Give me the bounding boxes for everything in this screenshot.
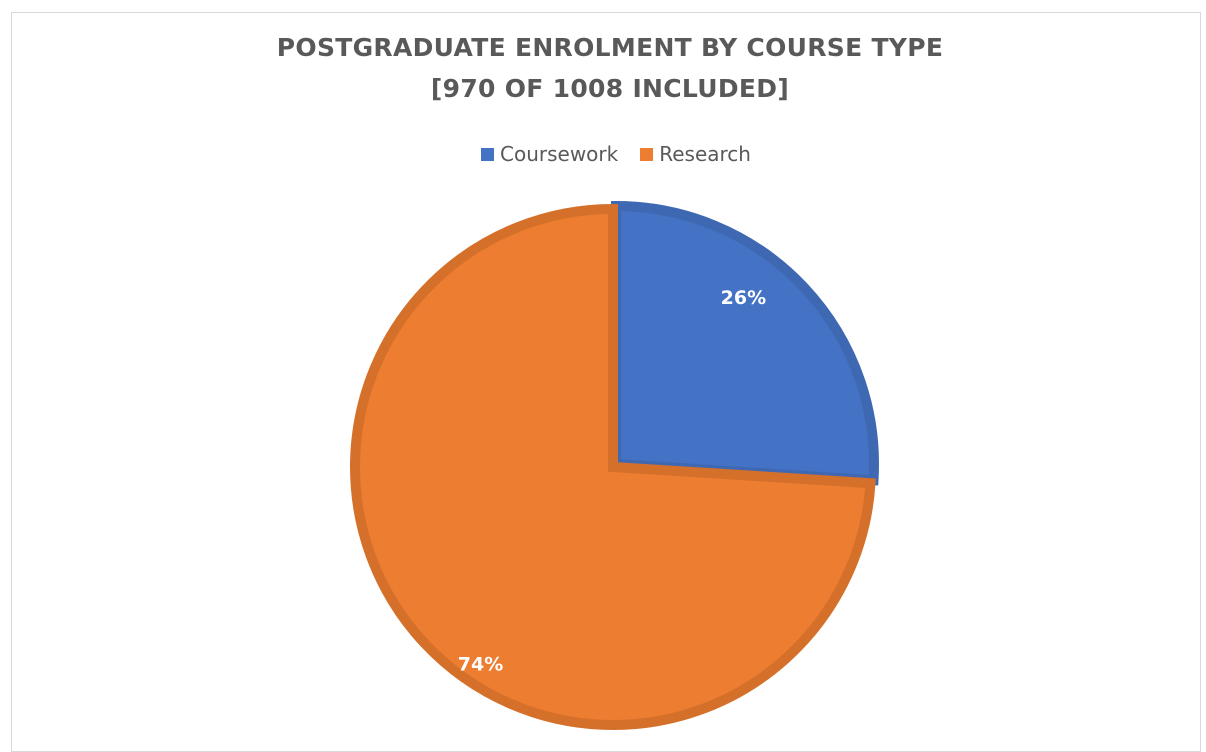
- chart-title-line-1: POSTGRADUATE ENROLMENT BY COURSE TYPE: [276, 33, 944, 62]
- pie-slice-coursework: [611, 200, 879, 486]
- chart-legend: Coursework Research: [0, 142, 1206, 166]
- data-label-research: 74%: [458, 653, 503, 675]
- pie-slices: [350, 200, 879, 730]
- legend-item-research: Research: [640, 142, 751, 166]
- chart-title-line-2: [970 OF 1008 INCLUDED]: [430, 74, 790, 103]
- legend-label-research: Research: [659, 142, 751, 166]
- data-label-coursework: 26%: [721, 287, 766, 309]
- legend-label-coursework: Coursework: [500, 142, 619, 166]
- legend-swatch-coursework: [481, 147, 494, 161]
- legend-item-coursework: Coursework: [481, 142, 618, 166]
- legend-swatch-research: [640, 147, 654, 161]
- pie-slice-research: [350, 203, 876, 730]
- chart-title: POSTGRADUATE ENROLMENT BY COURSE TYPE [9…: [0, 27, 1206, 109]
- pie-data-labels: 26% 74%: [458, 287, 766, 675]
